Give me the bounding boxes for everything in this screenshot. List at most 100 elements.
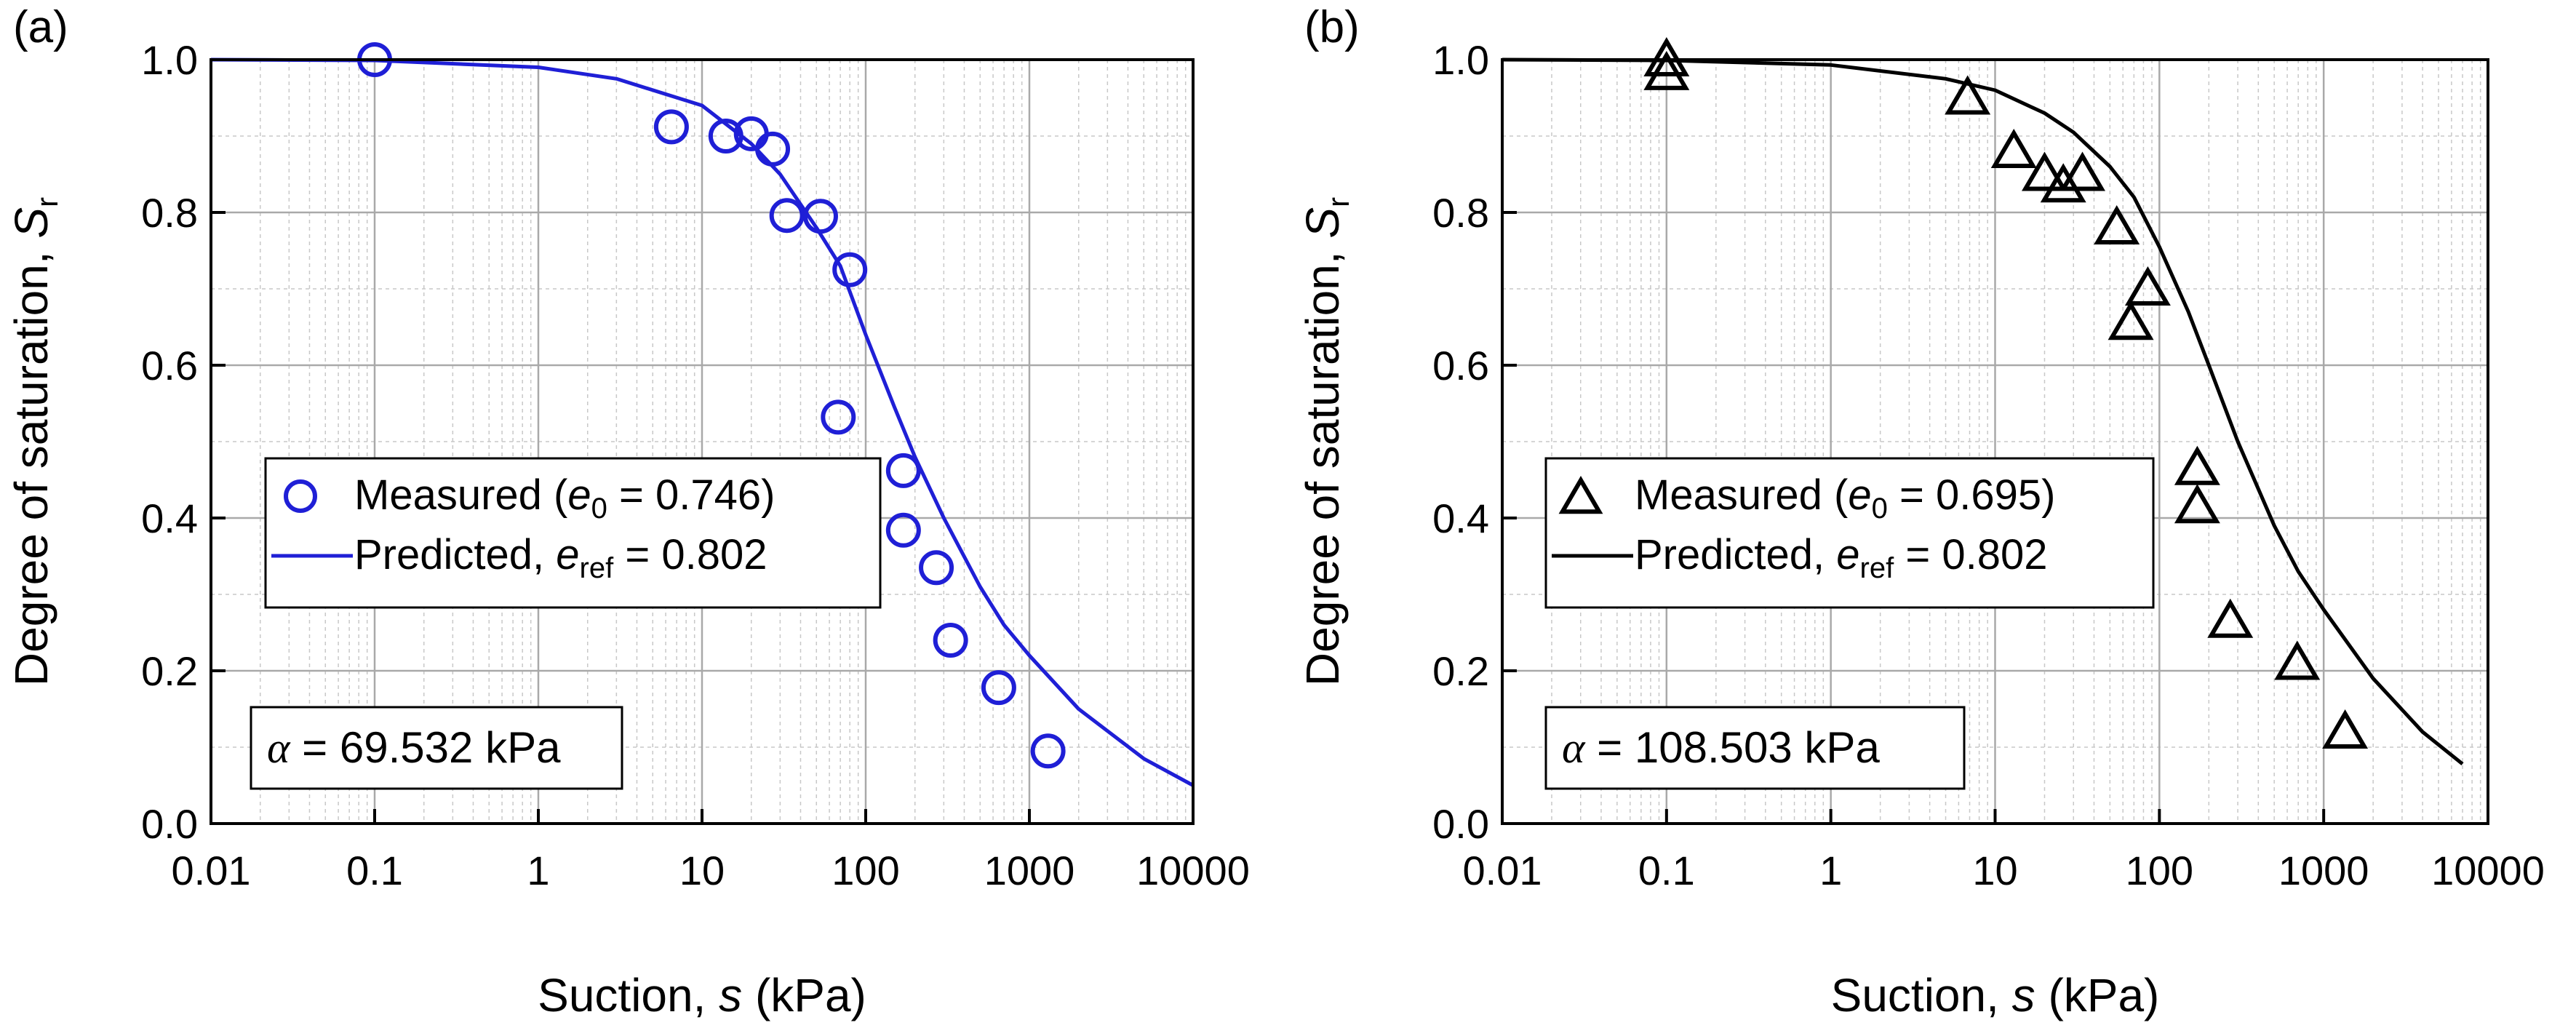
data-point-measured: [653, 109, 689, 145]
data-point-measured: [2207, 598, 2254, 638]
y-tick-label: 0.6: [1432, 343, 1489, 389]
y-axis-title-var: S: [5, 207, 57, 239]
x-tick-label: 0.1: [1638, 848, 1695, 893]
legend-label-measured: Measured (e0 = 0.695): [1635, 471, 2055, 525]
alpha-annotation-text: α = 108.503 kPa: [1562, 723, 1880, 772]
legend-marker-measured: [284, 479, 317, 513]
legend-measured-var: e: [567, 471, 591, 519]
data-point-measured: [885, 453, 921, 488]
y-tick-label: 0.4: [141, 495, 198, 541]
legend-label-predicted: Predicted, eref = 0.802: [354, 531, 767, 584]
legend-measured-post: = 0.746): [607, 471, 775, 519]
legend-predicted-pre: Predicted,: [1635, 531, 1836, 578]
y-tick-label: 1.0: [141, 37, 198, 83]
y-axis-title: Degree of saturation, Sr: [1296, 197, 1355, 686]
data-point-measured: [821, 399, 856, 435]
x-tick-label: 10000: [1136, 848, 1250, 893]
data-point-measured: [2022, 151, 2067, 191]
legend-measured-var: e: [1848, 471, 1871, 519]
data-point-measured: [1030, 733, 1066, 769]
x-axis-title: Suction, s (kPa): [538, 969, 866, 1021]
y-axis-title-sub: r: [1321, 197, 1355, 207]
y-axis-title: Degree of saturation, Sr: [5, 197, 64, 686]
data-point-measured: [769, 198, 805, 234]
panel-label: (b): [1304, 2, 1360, 52]
alpha-symbol: α: [1562, 724, 1586, 772]
x-tick-label: 0.1: [346, 848, 403, 893]
x-tick-label: 0.01: [1463, 848, 1542, 893]
x-tick-label: 100: [2126, 848, 2193, 893]
legend: Measured (e0 = 0.746)Predicted, eref = 0…: [264, 457, 882, 609]
alpha-annotation: α = 108.503 kPa: [1544, 706, 1966, 790]
legend-box: [1544, 457, 2155, 609]
alpha-annotation: α = 69.532 kPa: [250, 706, 623, 790]
legend-box: [264, 457, 882, 609]
y-tick-label: 0.0: [141, 801, 198, 847]
x-tick-label: 10: [1972, 848, 2017, 893]
x-axis-title-var: s: [719, 969, 742, 1021]
data-point-measured: [885, 512, 921, 548]
y-axis-title-var: S: [1296, 207, 1349, 239]
legend-predicted-sub: ref: [580, 552, 615, 584]
alpha-value: = 69.532 kPa: [290, 723, 562, 772]
data-point-measured: [2124, 266, 2171, 306]
x-tick-label: 1: [527, 848, 549, 893]
legend-marker-measured: [1558, 476, 1603, 514]
x-axis-title: Suction, s (kPa): [1831, 969, 2160, 1021]
y-tick-label: 0.8: [141, 190, 198, 236]
legend-predicted-var: e: [556, 531, 579, 578]
data-point-measured: [708, 119, 743, 154]
y-tick-label: 0.2: [141, 648, 198, 694]
y-tick-label: 0.6: [141, 343, 198, 389]
x-tick-label: 1000: [2278, 848, 2369, 893]
x-tick-label: 10: [679, 848, 725, 893]
data-point-measured: [2108, 300, 2154, 340]
alpha-annotation-text: α = 69.532 kPa: [267, 723, 561, 772]
x-axis-title-var: s: [2012, 969, 2035, 1021]
legend-label-measured: Measured (e0 = 0.746): [354, 471, 775, 525]
legend-measured-sub: 0: [591, 493, 607, 525]
y-tick-label: 0.4: [1432, 495, 1489, 541]
legend-predicted-var: e: [1836, 531, 1859, 578]
x-axis-title-text: Suction,: [538, 969, 719, 1021]
x-tick-label: 1000: [984, 848, 1075, 893]
data-point-measured: [2274, 640, 2321, 680]
legend-label-predicted: Predicted, eref = 0.802: [1635, 531, 2047, 584]
data-point-measured: [832, 252, 868, 287]
data-point-measured: [755, 131, 791, 167]
data-point-measured: [2040, 163, 2086, 203]
legend-measured-pre: Measured (: [354, 471, 567, 519]
legend-predicted-post: = 0.802: [1894, 531, 2047, 578]
chart-panel-b: (b) 0.01 0.1 1 10 100 1000 10000 0.0 0.2 0.4 0.6 0.8…: [1296, 2, 2545, 1021]
data-point-measured: [2322, 709, 2369, 749]
legend: Measured (e0 = 0.695) Predicted, eref = 0…: [1544, 457, 2155, 609]
chart-panel-a: (a) 0.01 0.1 1 10 100 1000 10000 0.0 0.2 0.4 0.6 0.8…: [5, 2, 1250, 1021]
y-tick-label: 0.2: [1432, 648, 1489, 694]
data-point-measured: [981, 670, 1016, 706]
data-point-measured: [1990, 129, 2037, 168]
y-tick-label: 1.0: [1432, 37, 1489, 83]
panel-label: (a): [13, 2, 68, 52]
data-point-measured: [2094, 205, 2140, 244]
legend-predicted-post: = 0.802: [613, 531, 767, 578]
x-axis-title-unit: (kPa): [2035, 969, 2160, 1021]
x-axis-title-unit: (kPa): [742, 969, 866, 1021]
data-point-measured: [802, 199, 838, 234]
legend-measured-post: = 0.695): [1888, 471, 2056, 519]
y-tick-label: 0.0: [1432, 801, 1489, 847]
legend-predicted-pre: Predicted,: [354, 531, 556, 578]
data-point-measured: [2059, 151, 2105, 191]
y-axis-title-sub: r: [30, 197, 64, 207]
x-axis-title-text: Suction,: [1831, 969, 2012, 1021]
data-point-measured: [1643, 37, 1690, 76]
y-tick-label: 0.8: [1432, 190, 1489, 236]
alpha-symbol: α: [267, 724, 291, 772]
data-point-measured: [919, 550, 954, 586]
x-tick-label: 100: [832, 848, 899, 893]
y-axis-title-text: Degree of saturation,: [5, 239, 57, 686]
x-tick-label: 0.01: [172, 848, 251, 893]
data-point-measured: [2174, 445, 2220, 485]
legend-measured-pre: Measured (: [1635, 471, 1848, 519]
alpha-annotation-box: [250, 706, 623, 790]
